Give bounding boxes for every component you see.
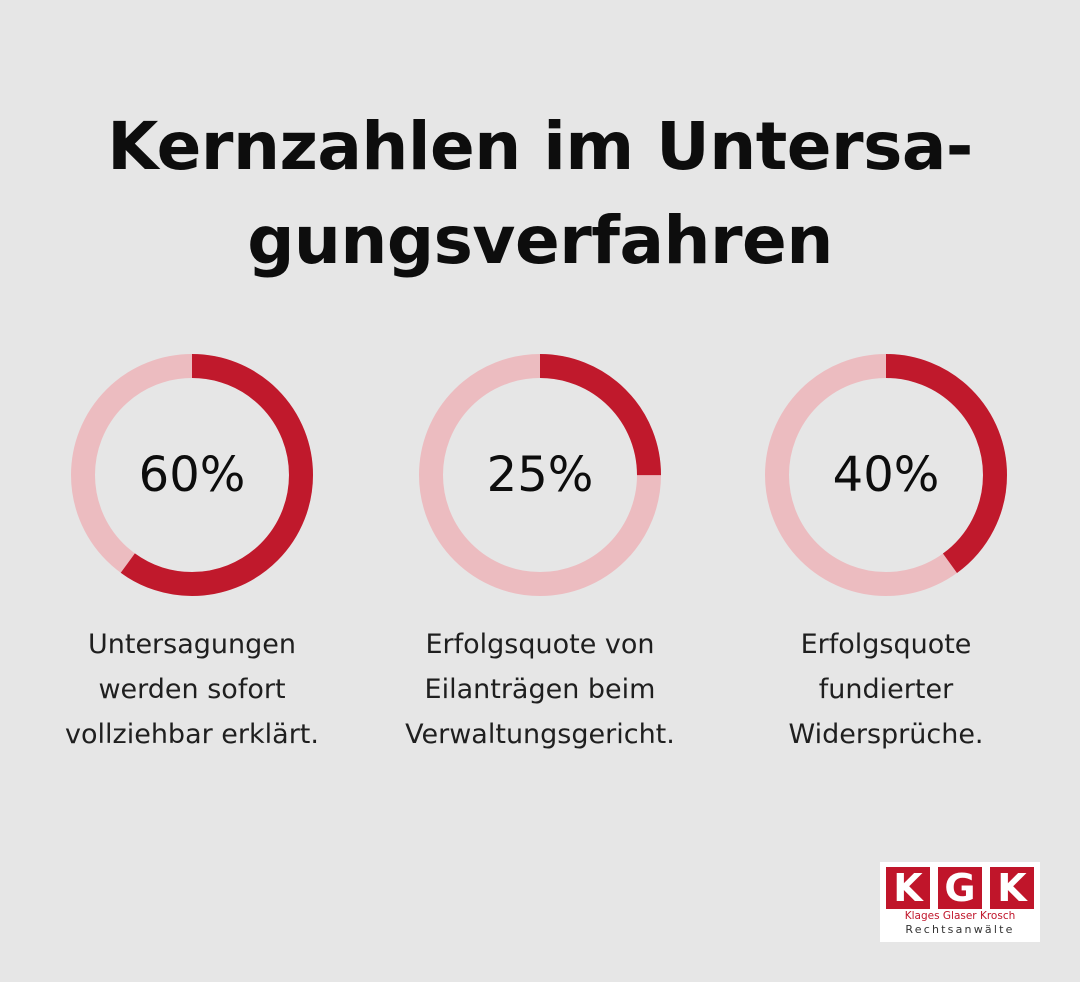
logo-letter: G <box>938 867 982 909</box>
logo-letter: K <box>886 867 930 909</box>
donut-arc-2 <box>419 354 661 596</box>
logo-letters: K G K <box>886 867 1034 909</box>
stat-caption-1: Untersagungen werden sofort vollziehbar … <box>27 622 357 757</box>
title-line-2: gungsverfahren <box>247 202 833 279</box>
donut-arc-3 <box>765 354 1007 596</box>
caption-line: Verwaltungsgericht. <box>405 719 675 750</box>
title-line-1: Kernzahlen im Untersa- <box>107 108 973 185</box>
stat-card-3: 40% Erfolgsquote fundierter Widersprüche… <box>721 354 1051 757</box>
page-title: Kernzahlen im Untersa- gungsverfahren <box>0 100 1080 288</box>
caption-line: fundierter <box>818 674 954 705</box>
donut-chart-1: 60% <box>71 354 313 596</box>
donut-chart-3: 40% <box>765 354 1007 596</box>
stat-caption-3: Erfolgsquote fundierter Widersprüche. <box>721 622 1051 757</box>
caption-line: Untersagungen <box>87 629 296 660</box>
donut-value-label-2: 25% <box>487 447 594 503</box>
logo-letter: K <box>990 867 1034 909</box>
caption-line: Eilanträgen beim <box>424 674 656 705</box>
stat-card-2: 25% Erfolgsquote von Eilanträgen beim Ve… <box>375 354 705 757</box>
caption-line: werden sofort <box>98 674 286 705</box>
kgk-logo: K G K Klages Glaser Krosch Rechtsanwälte <box>880 862 1040 942</box>
caption-line: Widersprüche. <box>788 719 984 750</box>
donut-chart-2: 25% <box>419 354 661 596</box>
donut-value-label-3: 40% <box>833 447 940 503</box>
logo-names: Klages Glaser Krosch <box>904 910 1016 922</box>
donut-value-label-1: 60% <box>139 447 246 503</box>
caption-line: Erfolgsquote <box>800 629 972 660</box>
stat-caption-2: Erfolgsquote von Eilanträgen beim Verwal… <box>375 622 705 757</box>
logo-subtitle: Rechtsanwälte <box>905 923 1015 936</box>
caption-line: vollziehbar erklärt. <box>65 719 319 750</box>
donut-arc-1 <box>71 354 313 596</box>
caption-line: Erfolgsquote von <box>425 629 655 660</box>
stat-card-1: 60% Untersagungen werden sofort vollzieh… <box>27 354 357 757</box>
